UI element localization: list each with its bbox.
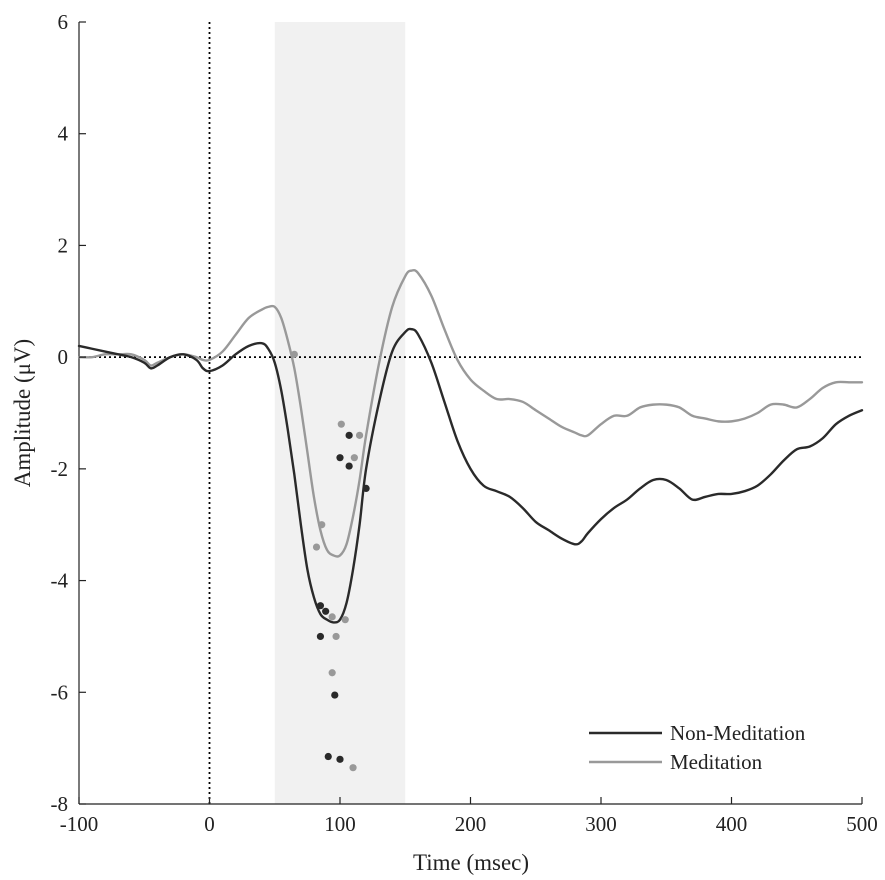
non-meditation-point	[336, 454, 344, 462]
non-meditation-point	[345, 431, 353, 439]
legend-label: Non-Meditation	[670, 721, 806, 745]
meditation-point	[341, 616, 349, 624]
x-axis-label: Time (msec)	[413, 850, 529, 875]
x-tick-label: 100	[324, 812, 356, 836]
meditation-point	[349, 764, 357, 772]
x-tick-label: 200	[455, 812, 487, 836]
x-tick-label: 400	[716, 812, 748, 836]
legend-label: Meditation	[670, 750, 763, 774]
non-meditation-point	[324, 752, 332, 761]
non-meditation-point	[331, 691, 339, 699]
non-meditation-point	[316, 632, 325, 641]
shaded-time-window	[274, 22, 406, 804]
meditation-point	[337, 420, 345, 428]
non-meditation-point	[336, 755, 344, 763]
y-tick-label: -4	[51, 569, 69, 593]
meditation-point	[350, 454, 358, 462]
meditation-point	[332, 632, 340, 641]
meditation-point	[290, 350, 298, 358]
meditation-point	[328, 613, 336, 621]
y-tick-label: -2	[51, 457, 69, 481]
legend: Non-Meditation Meditation	[589, 721, 806, 774]
x-tick-label: 300	[585, 812, 617, 836]
x-tick-label: 0	[204, 812, 215, 836]
y-tick-label: -6	[51, 680, 69, 704]
non-meditation-point	[362, 484, 370, 493]
non-meditation-point	[345, 462, 353, 470]
meditation-point	[318, 521, 326, 529]
meditation-line	[77, 268, 864, 558]
x-tick-label: -100	[60, 812, 99, 836]
y-tick-label: 6	[58, 10, 69, 34]
meditation-point	[328, 669, 336, 677]
meditation-point	[355, 431, 364, 439]
y-tick-label: -8	[51, 792, 69, 816]
y-axis-label: Amplitude (μV)	[10, 339, 35, 487]
x-tick-label: 500	[846, 812, 878, 836]
non-meditation-line	[77, 327, 864, 624]
y-tick-label: 4	[58, 122, 69, 146]
non-meditation-point	[322, 607, 330, 615]
non-meditation-point	[316, 602, 325, 610]
meditation-point	[312, 543, 321, 551]
y-tick-label: 2	[58, 233, 69, 257]
y-tick-label: 0	[58, 345, 69, 369]
